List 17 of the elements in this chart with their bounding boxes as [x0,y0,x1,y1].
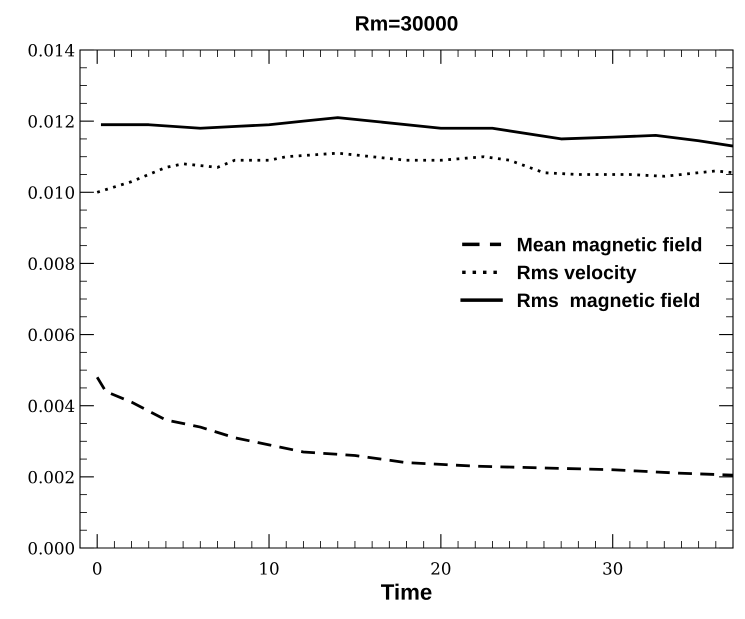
x-tick-label: 30 [603,562,622,575]
y-tick-label: 0.010 [28,186,74,199]
legend-label: Rms velocity [518,265,636,284]
y-tick-label: 0.000 [28,542,74,555]
legend-label: Rms magnetic field [518,292,700,312]
x-tick-label: 0 [92,562,102,575]
x-tick-label: 10 [260,562,279,575]
x-tick-label: 20 [431,562,450,575]
y-tick-label: 0.012 [28,115,74,128]
y-tick-label: 0.004 [28,400,74,412]
x-axis-title: Time [381,584,432,600]
y-tick-label: 0.014 [28,44,74,57]
y-tick-label: 0.008 [28,257,74,270]
chart-title: Rm=30000 [356,16,458,31]
y-tick-label: 0.006 [28,328,74,342]
legend-label: Mean magnetic field [518,237,702,256]
y-tick-label: 0.002 [28,470,74,484]
